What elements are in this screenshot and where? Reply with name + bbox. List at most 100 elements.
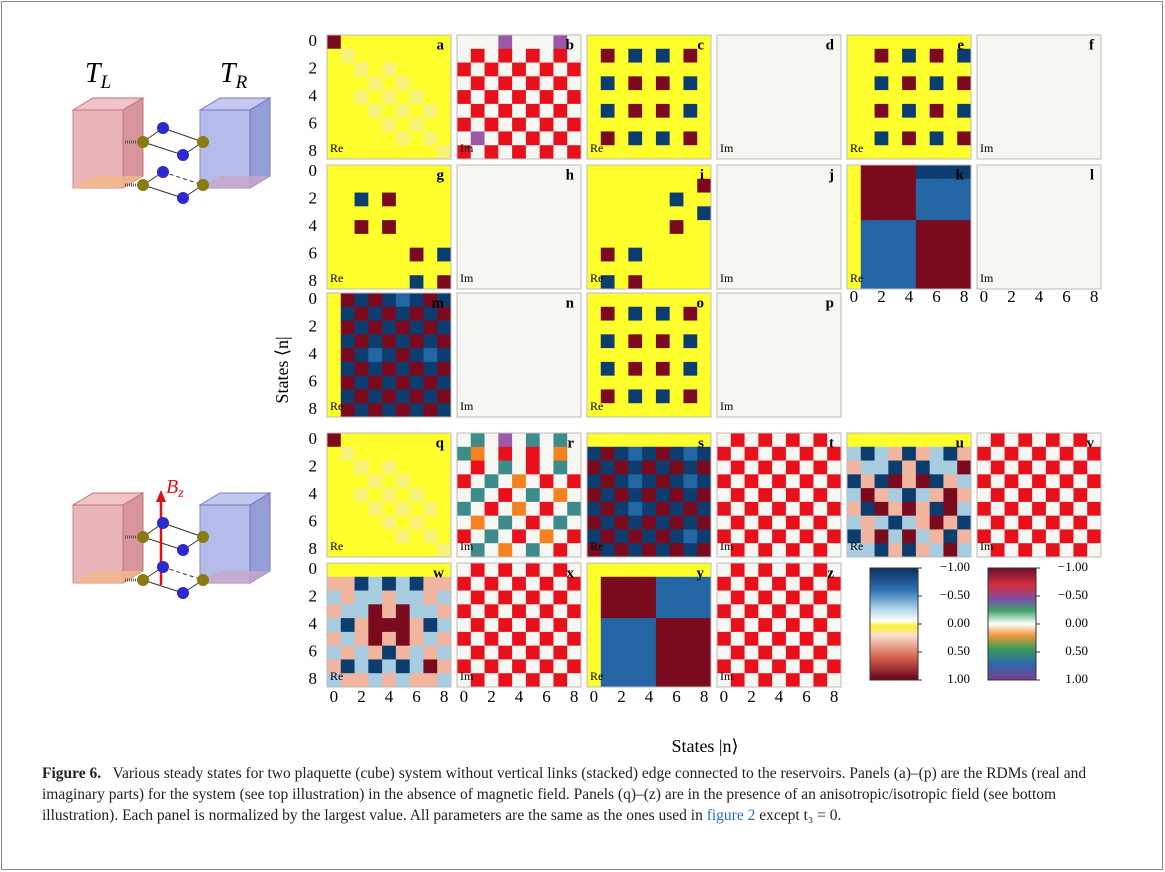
heatmap-cell bbox=[697, 220, 712, 235]
heatmap-cell bbox=[655, 576, 671, 591]
heatmap-cell bbox=[1018, 117, 1033, 132]
heatmap-cell bbox=[327, 543, 342, 558]
heatmap-cell bbox=[758, 529, 773, 544]
heatmap-cell bbox=[772, 76, 787, 91]
heatmap-cell bbox=[669, 645, 684, 660]
heatmap-cell bbox=[368, 645, 383, 660]
heatmap-cell bbox=[730, 261, 745, 276]
heatmap-cell bbox=[758, 488, 773, 503]
heatmap-cell bbox=[587, 131, 602, 146]
heatmap-cell bbox=[498, 375, 513, 390]
heatmap-cell bbox=[484, 446, 499, 461]
heatmap-cell bbox=[683, 604, 698, 619]
heatmap-cell bbox=[340, 673, 355, 688]
heatmap-cell bbox=[457, 389, 472, 404]
heatmap-cell bbox=[395, 145, 411, 160]
heatmap-cell bbox=[813, 247, 828, 262]
heatmap-cell bbox=[744, 247, 759, 262]
heatmap-cell bbox=[642, 631, 657, 647]
heatmap-cell bbox=[539, 233, 554, 249]
heatmap-cell bbox=[990, 165, 1005, 180]
heatmap-cell bbox=[642, 306, 657, 321]
heatmap-cell bbox=[525, 275, 541, 290]
heatmap-cell bbox=[642, 433, 657, 448]
heatmap-cell bbox=[587, 645, 602, 660]
heatmap-cell bbox=[683, 563, 698, 578]
heatmap-cell bbox=[990, 460, 1005, 475]
heatmap-cell bbox=[340, 389, 355, 404]
heatmap-cell bbox=[730, 403, 745, 418]
heatmap-cell bbox=[977, 220, 992, 235]
heatmap-cell bbox=[860, 48, 875, 63]
heatmap-cell bbox=[1073, 543, 1088, 558]
heatmap-cell bbox=[484, 220, 499, 235]
heatmap-cell bbox=[1045, 220, 1061, 235]
heatmap-cell bbox=[943, 529, 958, 544]
heatmap-cell bbox=[539, 361, 554, 377]
heatmap-cell bbox=[827, 361, 842, 377]
heatmap-cell bbox=[888, 48, 903, 63]
heatmap-cell bbox=[382, 673, 397, 688]
heatmap-cell bbox=[628, 62, 643, 77]
heatmap-cell bbox=[697, 645, 712, 660]
heatmap-cell bbox=[1087, 76, 1102, 91]
panel-border bbox=[976, 432, 1102, 558]
heatmap-cell bbox=[484, 460, 499, 475]
heatmap-cell bbox=[567, 563, 582, 578]
heatmap-cell bbox=[525, 348, 541, 363]
heatmap-cell bbox=[1059, 529, 1074, 544]
heatmap-cell bbox=[1045, 145, 1061, 160]
field-label: Bz bbox=[166, 476, 184, 502]
heatmap-cell bbox=[847, 178, 862, 193]
heatmap-cell bbox=[1032, 474, 1047, 489]
heatmap-cell bbox=[614, 293, 629, 308]
heatmap-cell bbox=[382, 76, 397, 91]
heatmap-cell bbox=[860, 220, 875, 235]
heatmap-cell bbox=[860, 90, 875, 105]
heatmap-cell bbox=[354, 631, 369, 647]
heatmap-cell bbox=[1004, 117, 1019, 132]
heatmap-cell bbox=[368, 178, 383, 193]
heatmap-cell bbox=[1045, 35, 1061, 50]
heatmap-cell bbox=[484, 320, 499, 335]
heatmap-cell bbox=[957, 145, 972, 160]
heatmap-cell bbox=[553, 275, 568, 290]
x-tick-label: 8 bbox=[830, 687, 839, 706]
heatmap-cell bbox=[567, 145, 582, 160]
heatmap-cell bbox=[683, 293, 698, 308]
heatmap-cell bbox=[600, 320, 615, 335]
panel-border bbox=[456, 562, 582, 688]
panel-part: Im bbox=[720, 669, 734, 683]
heatmap-cell bbox=[860, 460, 875, 475]
heatmap-cell bbox=[498, 35, 513, 50]
heatmap-cell bbox=[683, 501, 698, 517]
heatmap-cell bbox=[943, 233, 958, 249]
heatmap-cell bbox=[628, 673, 643, 688]
heatmap-cell bbox=[957, 474, 972, 489]
heatmap-cell bbox=[813, 659, 828, 674]
heatmap-cell bbox=[423, 348, 438, 363]
heatmap-cell bbox=[990, 474, 1005, 489]
heatmap-cell bbox=[525, 403, 541, 418]
heatmap-cell bbox=[600, 403, 615, 418]
heatmap-cell bbox=[655, 220, 671, 235]
heatmap-cell bbox=[395, 178, 411, 193]
heatmap-cell bbox=[655, 460, 671, 475]
heatmap-cell bbox=[683, 206, 698, 221]
heatmap-cell bbox=[512, 488, 527, 503]
heatmap-cell bbox=[614, 563, 629, 578]
heatmap-cell bbox=[1032, 488, 1047, 503]
heatmap-cell bbox=[457, 220, 472, 235]
heatmap-cell bbox=[512, 460, 527, 475]
panel-border bbox=[456, 34, 582, 160]
heatmap-cell bbox=[587, 103, 602, 119]
heatmap-cell bbox=[600, 501, 615, 517]
caption-link[interactable]: figure 2 bbox=[706, 807, 756, 824]
heatmap-cell bbox=[600, 261, 615, 276]
heatmap-cell bbox=[683, 460, 698, 475]
heatmap-cell bbox=[874, 145, 889, 160]
heatmap-cell bbox=[943, 515, 958, 530]
heatmap-panel: nIm bbox=[456, 292, 582, 418]
heatmap-cell bbox=[340, 474, 355, 489]
heatmap-cell bbox=[539, 604, 554, 619]
